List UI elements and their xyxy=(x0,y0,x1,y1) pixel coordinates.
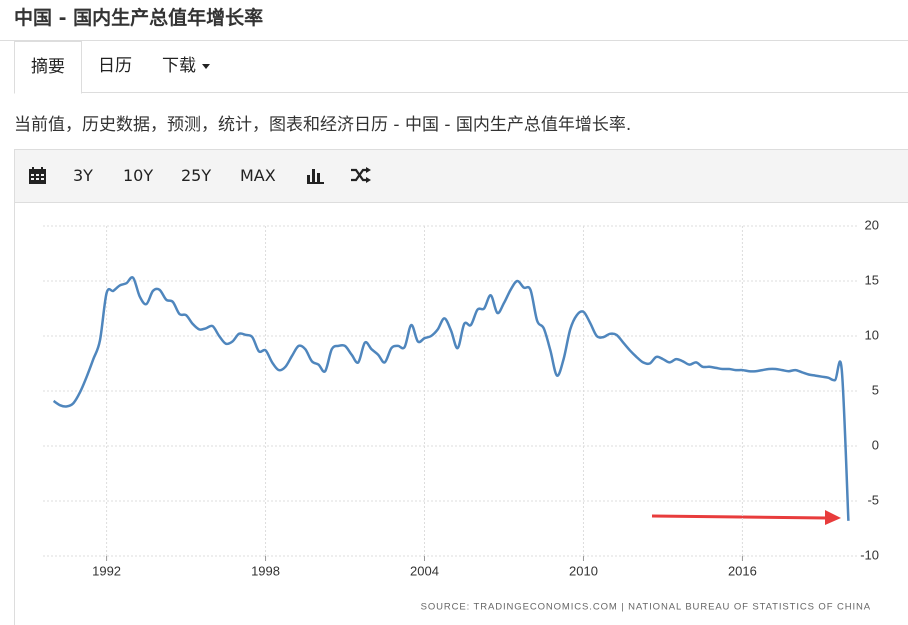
source-note: SOURCE: TRADINGECONOMICS.COM | NATIONAL … xyxy=(421,602,871,613)
toolbar: 3Y 10Y 25Y MAX xyxy=(14,149,908,203)
bar-chart-icon[interactable] xyxy=(307,167,324,184)
data-line xyxy=(52,276,850,521)
y-tick-label: 5 xyxy=(872,382,879,397)
page-title: 中国 - 国内生产总值年增长率 xyxy=(14,7,264,29)
y-tick-label: -5 xyxy=(867,492,879,507)
x-tick-label: 1992 xyxy=(92,563,121,578)
chart: SOURCE: TRADINGECONOMICS.COM | NATIONAL … xyxy=(43,217,879,613)
chart-panel: SOURCE: TRADINGECONOMICS.COM | NATIONAL … xyxy=(14,202,908,625)
shuffle-icon[interactable] xyxy=(351,167,371,183)
x-tick-label: 2010 xyxy=(569,563,598,578)
tab-label: 下载 xyxy=(162,56,196,76)
y-tick-label: 0 xyxy=(872,437,879,452)
divider xyxy=(0,40,908,41)
y-tick-label: -10 xyxy=(860,547,879,562)
dropdown-caret xyxy=(202,63,210,69)
description: 当前值，历史数据，预测，统计，图表和经济日历 - 中国 - 国内生产总值年增长率… xyxy=(14,115,632,135)
annotation-arrow xyxy=(651,510,841,525)
tab-bar: 摘要 日历 下载 xyxy=(14,41,908,94)
y-tick-label: 20 xyxy=(865,217,879,232)
range-button[interactable]: 25Y xyxy=(181,166,212,185)
range-button[interactable]: MAX xyxy=(240,166,276,185)
range-button[interactable]: 10Y xyxy=(123,166,154,185)
x-tick-label: 1998 xyxy=(251,563,280,578)
range-button[interactable]: 3Y xyxy=(73,166,93,185)
tab[interactable]: 日历 xyxy=(98,56,132,76)
x-tick-label: 2016 xyxy=(728,563,757,578)
y-tick-label: 10 xyxy=(865,327,879,342)
calendar-icon[interactable] xyxy=(29,167,46,184)
x-tick-label: 2004 xyxy=(410,563,439,578)
tab[interactable]: 摘要 xyxy=(14,41,82,94)
y-tick-label: 15 xyxy=(865,272,879,287)
tab[interactable]: 下载 xyxy=(162,41,210,92)
